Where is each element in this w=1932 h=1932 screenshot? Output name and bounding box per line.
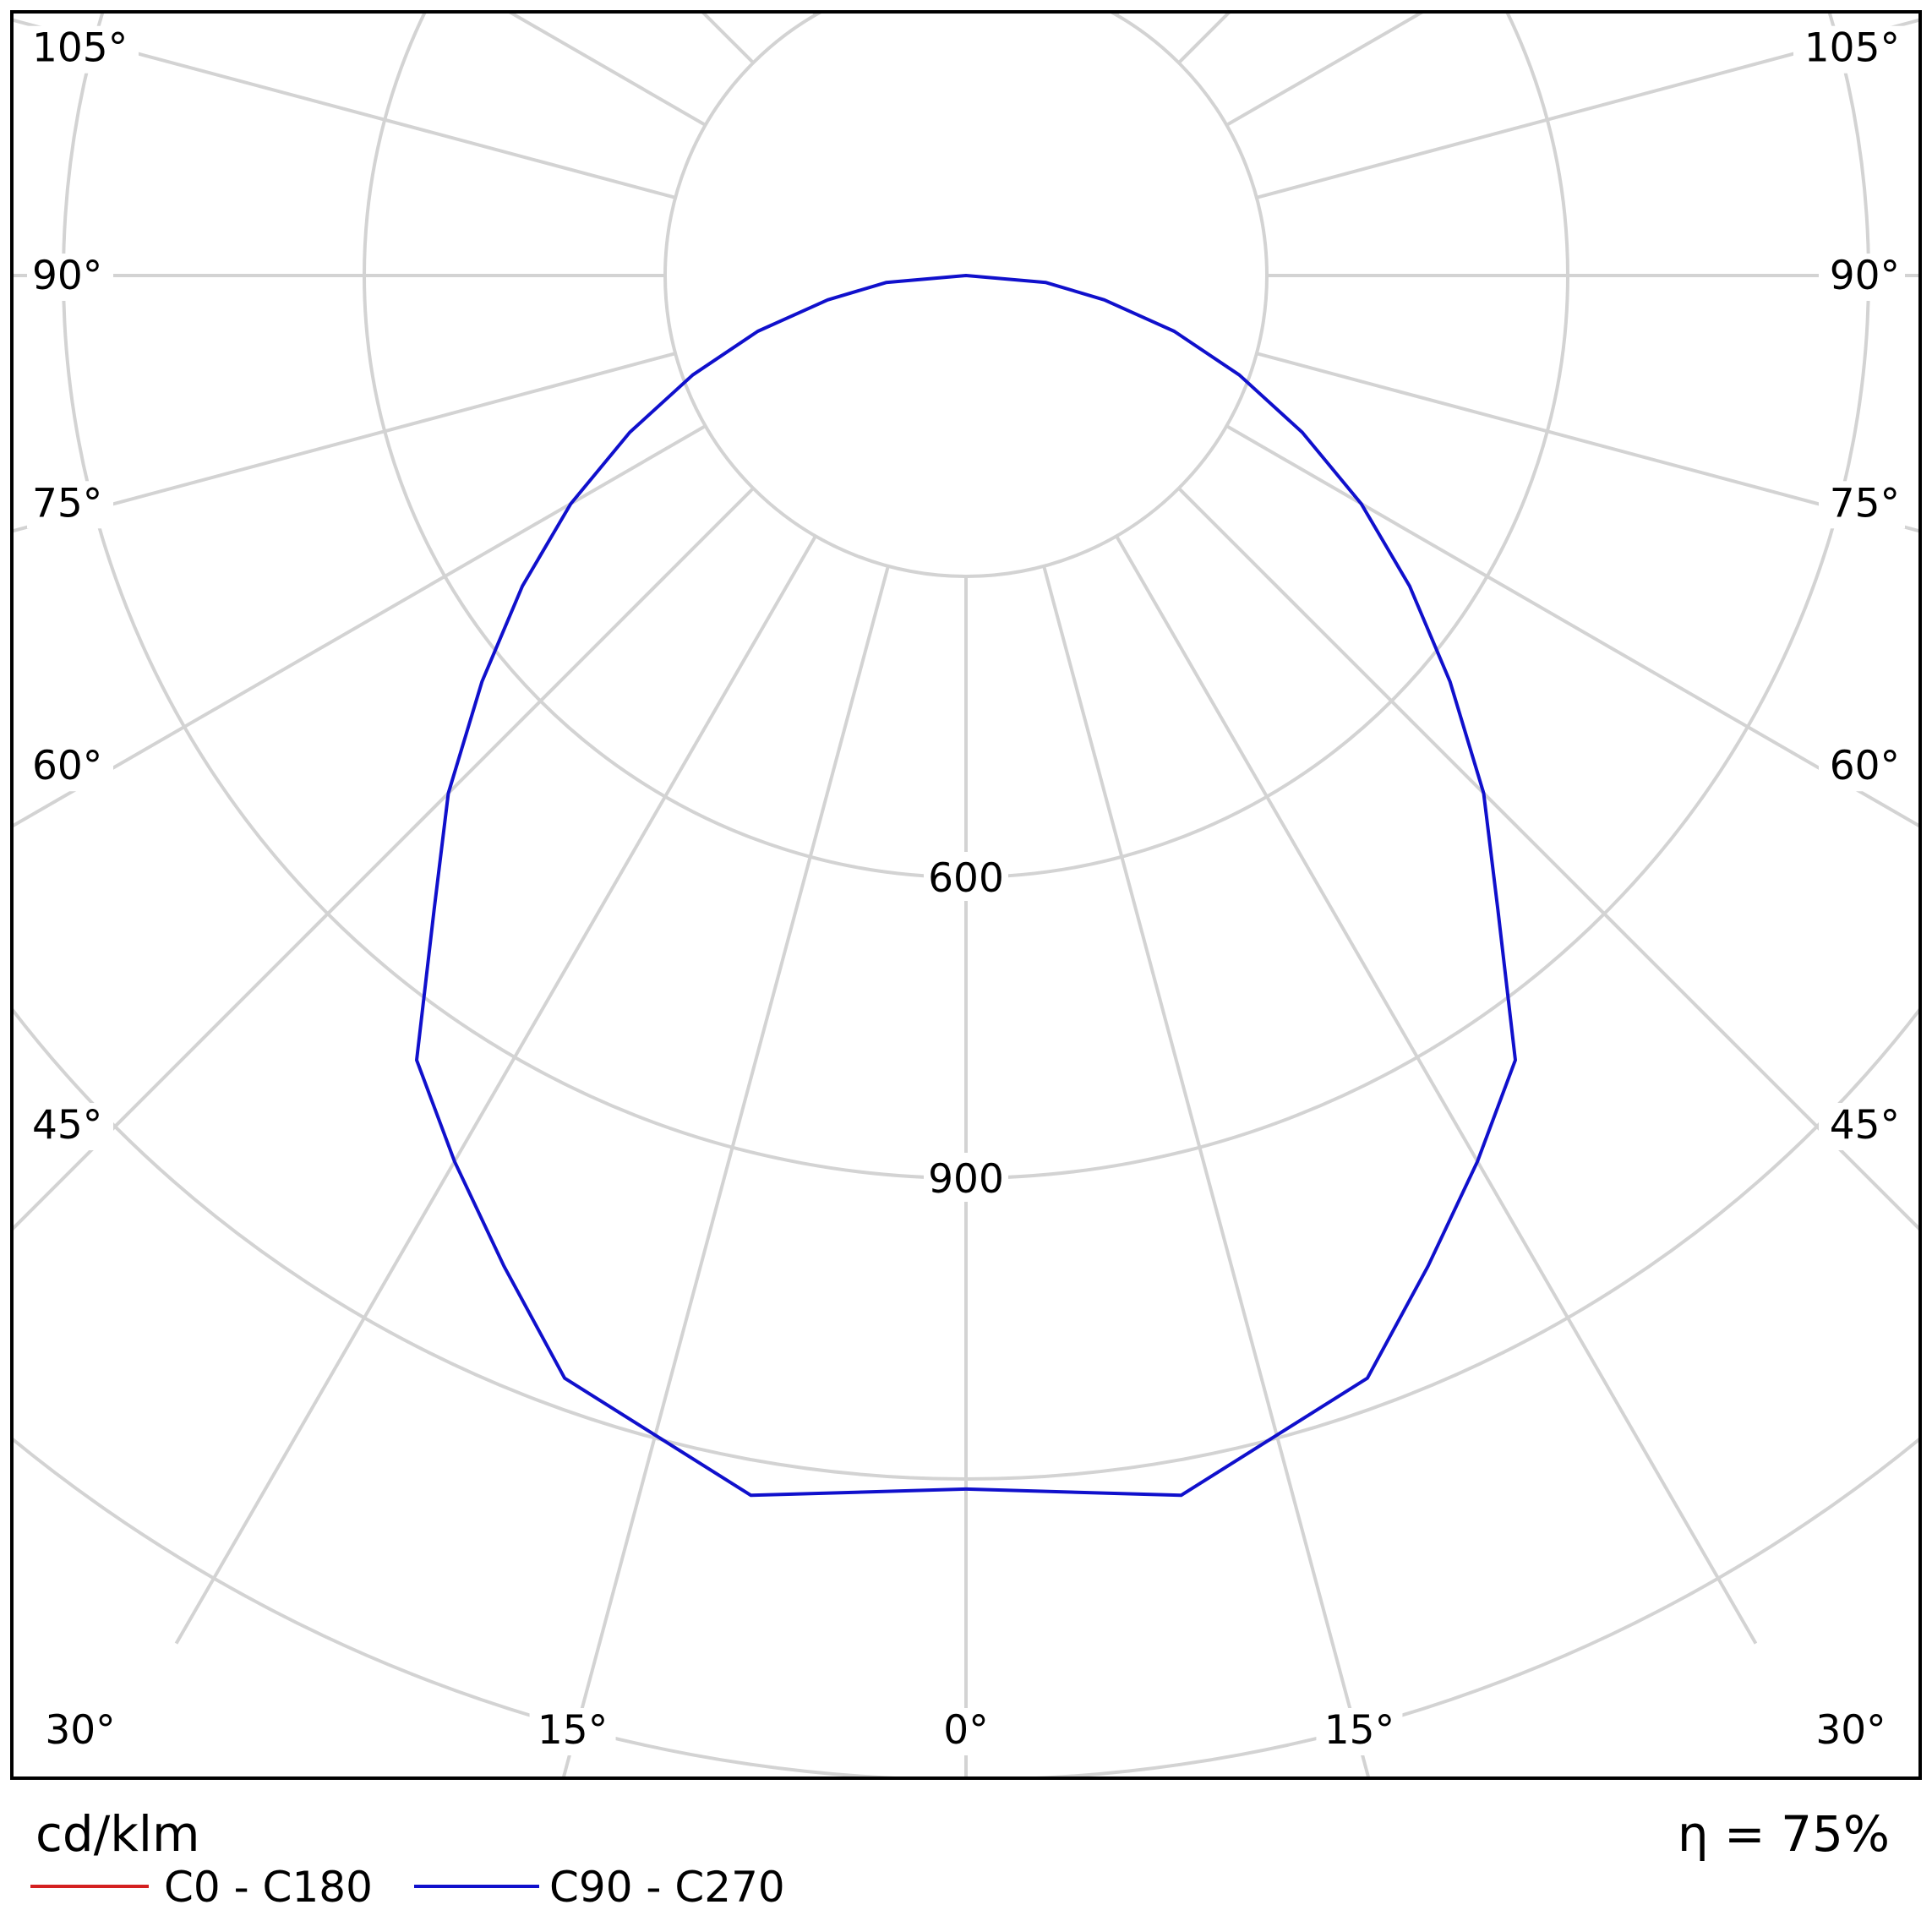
- angle-label-105-right: 105°: [1804, 25, 1900, 72]
- legend: C0 - C180 C90 - C270: [30, 1863, 785, 1912]
- grid-ray-120: [1225, 12, 1427, 127]
- grid-ray-45: [1177, 487, 1920, 1232]
- angle-label-75-right: 75°: [1830, 480, 1900, 527]
- angle-label-bg: [529, 1708, 616, 1755]
- unit-label: cd/klm: [35, 1805, 199, 1863]
- legend-label-c90-c270: C90 - C270: [549, 1863, 785, 1912]
- angle-label-105-left: 105°: [32, 25, 128, 72]
- angle-label-15-left: 15°: [538, 1707, 608, 1754]
- angle-label-90-left: 90°: [32, 253, 102, 299]
- angle-label-bg: [27, 481, 113, 529]
- angle-label-60-right: 60°: [1830, 743, 1900, 789]
- angle-label-bg: [27, 1103, 113, 1150]
- angle-label-bg: [1316, 1708, 1403, 1755]
- angle-label-15-right: 15°: [1324, 1707, 1394, 1754]
- grid-ring-300: [663, 12, 1269, 578]
- grid-ray--30: [174, 535, 817, 1645]
- angle-label-45-right: 45°: [1830, 1102, 1900, 1149]
- plot-frame: [10, 10, 1922, 1780]
- legend-label-c0-c180: C0 - C180: [164, 1863, 373, 1912]
- angle-label-30-right: 30°: [1815, 1707, 1886, 1754]
- angle-label-bg: [1793, 25, 1905, 74]
- grid-ray-30: [1115, 535, 1758, 1645]
- angle-label-bg: [1808, 1708, 1894, 1755]
- series-curve-c90-c270: [415, 274, 1517, 1498]
- angle-label-bg: [936, 1708, 996, 1755]
- angle-label-60-left: 60°: [32, 743, 102, 789]
- ring-label-bg: [924, 852, 1008, 901]
- grid-ray-60: [1225, 424, 1920, 829]
- angle-label-90-right: 90°: [1830, 253, 1900, 299]
- angle-label-bg: [1819, 1103, 1905, 1150]
- curve-layer: [415, 274, 1517, 1498]
- grid-ray--15: [561, 565, 890, 1778]
- ring-label-bg: [924, 1153, 1008, 1202]
- grid-ray--120: [505, 12, 707, 127]
- polar-grid: [12, 12, 1920, 1778]
- angle-label-30-left: 30°: [45, 1707, 115, 1754]
- angle-label-0-center: 0°: [943, 1707, 988, 1754]
- angle-label-bg: [37, 1708, 123, 1755]
- angle-label-bg: [27, 254, 113, 301]
- angle-label-bg: [1819, 744, 1905, 792]
- angle-label-bg: [1819, 254, 1905, 301]
- grid-ray-15: [1042, 565, 1371, 1778]
- grid-ray--45: [12, 487, 755, 1232]
- angle-label-bg: [27, 25, 139, 74]
- ring-label-600: 600: [928, 855, 1004, 902]
- grid-ray--60: [12, 424, 707, 829]
- angle-label-75-left: 75°: [32, 480, 102, 527]
- angle-label-bg: [27, 744, 113, 792]
- ring-label-900: 900: [928, 1156, 1004, 1203]
- angle-label-45-left: 45°: [32, 1102, 102, 1149]
- label-layer: 600 900 0° 15° 15° 30° 30° 45° 45° 60° 60° 75° 75° 90…: [27, 25, 1905, 1755]
- angle-label-bg: [1819, 481, 1905, 529]
- efficiency-label: η = 75%: [1678, 1805, 1890, 1863]
